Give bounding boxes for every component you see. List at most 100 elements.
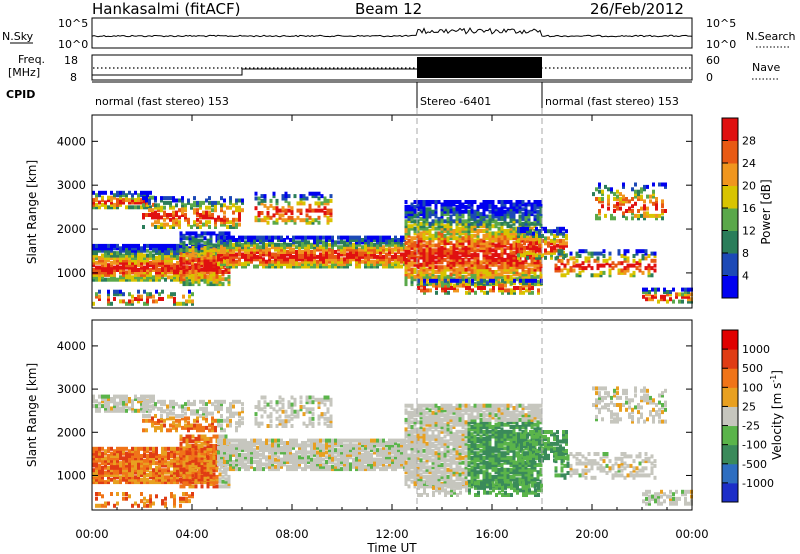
- echo-cell: [263, 218, 267, 223]
- echo-cell: [149, 253, 152, 258]
- echo-cell: [626, 266, 630, 271]
- echo-cell: [116, 461, 119, 466]
- echo-cell: [425, 200, 429, 204]
- echo-cell: [235, 428, 238, 433]
- echo-cell: [172, 404, 175, 409]
- echo-cell: [410, 202, 414, 207]
- echo-cell: [128, 200, 131, 205]
- echo-cell: [346, 262, 349, 267]
- echo-cell: [167, 465, 170, 470]
- echo-cell: [461, 248, 465, 253]
- echo-cell: [170, 473, 173, 477]
- echo-cell: [175, 425, 178, 430]
- echo-cell: [146, 277, 149, 282]
- echo-cell: [470, 202, 474, 207]
- echo-cell: [485, 202, 489, 207]
- echo-cell: [122, 449, 125, 454]
- echo-cell: [535, 246, 538, 251]
- echo-cell: [116, 251, 119, 256]
- echo-cell: [148, 213, 151, 217]
- echo-cell: [202, 406, 205, 411]
- echo-cell: [476, 233, 480, 238]
- echo-cell: [166, 406, 169, 411]
- echo-cell: [523, 241, 526, 246]
- echo-cell: [458, 226, 462, 231]
- echo-cell: [455, 236, 459, 241]
- echo-cell: [651, 294, 654, 299]
- echo-cell: [364, 259, 367, 264]
- echo-cell: [182, 451, 186, 456]
- echo-cell: [645, 297, 648, 302]
- echo-cell: [329, 213, 333, 218]
- nave-label: Nave: [752, 61, 780, 74]
- echo-cell: [101, 451, 104, 456]
- echo-cell: [506, 236, 510, 241]
- echo-cell: [532, 253, 535, 258]
- echo-cell: [532, 246, 535, 251]
- echo-cell: [440, 270, 444, 274]
- echo-cell: [98, 449, 101, 454]
- echo-cell: [229, 423, 232, 428]
- echo-cell: [152, 394, 155, 399]
- echo-cell: [322, 259, 325, 264]
- echo-cell: [349, 254, 352, 259]
- echo-cell: [471, 281, 474, 286]
- echo-cell: [431, 270, 435, 274]
- echo-cell: [637, 216, 640, 221]
- echo-cell: [470, 214, 474, 219]
- echo-cell: [530, 212, 534, 217]
- echo-cell: [443, 236, 447, 241]
- echo-cell: [470, 221, 474, 226]
- echo-cell: [259, 238, 262, 242]
- echo-cell: [191, 470, 195, 475]
- echo-cell: [95, 449, 98, 454]
- echo-cell: [209, 265, 213, 270]
- echo-cell: [172, 225, 175, 229]
- echo-cell: [651, 287, 654, 292]
- echo-cell: [431, 233, 435, 238]
- echo-cell: [259, 250, 262, 254]
- echo-cell: [161, 461, 164, 466]
- echo-cell: [419, 226, 423, 231]
- echo-cell: [553, 229, 556, 234]
- echo-cell: [128, 277, 131, 282]
- echo-cell: [92, 268, 95, 272]
- echo-cell: [122, 248, 125, 253]
- echo-cell: [422, 200, 426, 204]
- echo-cell: [235, 264, 238, 269]
- echo-cell: [131, 299, 134, 304]
- echo-cell: [446, 204, 450, 209]
- echo-cell: [119, 451, 122, 456]
- echo-cell: [278, 208, 282, 213]
- echo-cell: [464, 267, 468, 272]
- echo-cell: [440, 224, 444, 229]
- echo-cell: [116, 475, 119, 480]
- echo-cell: [500, 243, 504, 248]
- echo-cell: [526, 231, 529, 236]
- echo-cell: [95, 456, 98, 461]
- echo-cell: [206, 267, 210, 272]
- echo-cell: [140, 408, 143, 413]
- echo-cell: [268, 240, 271, 245]
- echo-cell: [173, 243, 176, 248]
- echo-cell: [229, 409, 232, 414]
- echo-cell: [292, 257, 295, 262]
- echo-cell: [140, 200, 143, 205]
- echo-cell: [410, 282, 414, 287]
- echo-cell: [167, 456, 170, 461]
- echo-cell: [182, 474, 186, 479]
- echo-cell: [590, 251, 594, 256]
- echo-cell: [170, 461, 173, 466]
- echo-cell: [419, 243, 423, 248]
- echo-cell: [140, 275, 143, 280]
- echo-cell: [500, 236, 504, 241]
- echo-cell: [173, 248, 176, 253]
- echo-cell: [110, 301, 113, 306]
- echo-cell: [458, 262, 462, 267]
- echo-cell: [419, 212, 423, 217]
- echo-cell: [125, 456, 128, 461]
- echo-cell: [479, 272, 483, 277]
- echo-cell: [503, 214, 507, 219]
- echo-cell: [497, 265, 501, 270]
- echo-cell: [400, 257, 403, 262]
